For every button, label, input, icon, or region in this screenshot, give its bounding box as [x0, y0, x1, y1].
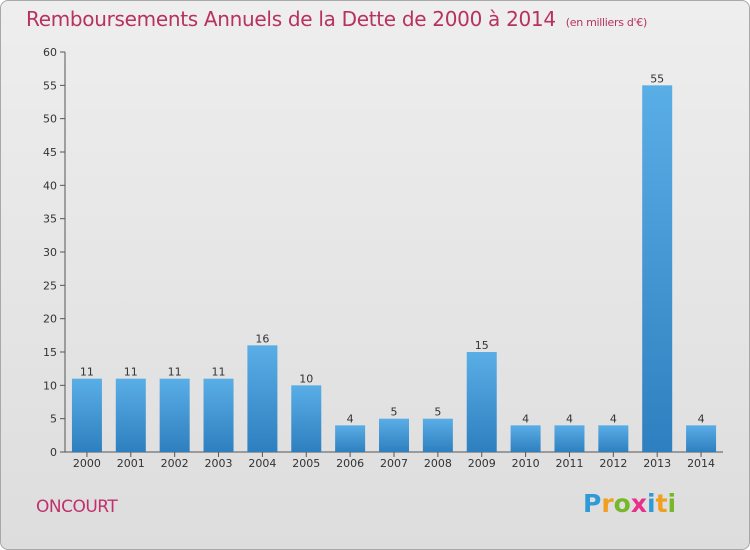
x-tick-label: 2006	[336, 457, 364, 470]
place-name: ONCOURT	[36, 497, 118, 517]
bar	[203, 378, 234, 452]
bar-value-label: 4	[610, 412, 617, 425]
logo-letter: i	[667, 489, 677, 518]
x-tick-label: 2012	[599, 457, 627, 470]
x-tick-label: 2009	[468, 457, 496, 470]
y-tick-label: 30	[43, 246, 57, 259]
x-tick-label: 2010	[512, 457, 540, 470]
bar	[598, 425, 629, 452]
logo-letter: i	[647, 489, 656, 518]
bar	[466, 352, 497, 452]
bar	[510, 425, 541, 452]
bar-value-label: 11	[212, 366, 226, 379]
bar-value-label: 55	[650, 72, 664, 85]
x-tick-label: 2000	[73, 457, 101, 470]
y-tick-label: 5	[50, 413, 57, 426]
bar	[422, 418, 453, 452]
y-tick-label: 15	[43, 346, 57, 359]
y-tick-label: 55	[43, 79, 57, 92]
bar	[115, 378, 146, 452]
y-tick-label: 10	[43, 379, 57, 392]
bar-value-label: 4	[522, 412, 529, 425]
logo-letter: o	[613, 489, 631, 518]
x-tick-label: 2001	[117, 457, 145, 470]
x-tick-label: 2002	[161, 457, 189, 470]
x-tick-label: 2007	[380, 457, 408, 470]
y-tick-label: 60	[43, 46, 57, 59]
bar	[71, 378, 102, 452]
bar-value-label: 5	[434, 406, 441, 419]
bar-value-label: 4	[347, 412, 354, 425]
x-tick-label: 2008	[424, 457, 452, 470]
title-text: Remboursements Annuels de la Dette de 20…	[26, 7, 556, 31]
bar-value-label: 11	[80, 366, 94, 379]
bar-value-label: 11	[124, 366, 138, 379]
x-tick-label: 2005	[292, 457, 320, 470]
x-tick-label: 2011	[555, 457, 583, 470]
logo-letter: r	[601, 489, 614, 518]
y-tick-label: 0	[50, 446, 57, 459]
bar-value-label: 16	[255, 332, 269, 345]
y-tick-label: 35	[43, 213, 57, 226]
bar	[291, 385, 322, 452]
x-tick-label: 2013	[643, 457, 671, 470]
x-tick-label: 2004	[248, 457, 276, 470]
y-tick-label: 50	[43, 113, 57, 126]
x-tick-label: 2014	[687, 457, 715, 470]
bar-value-label: 4	[566, 412, 573, 425]
y-tick-label: 40	[43, 179, 57, 192]
bar	[379, 418, 409, 452]
proxiti-logo: Proxiti	[583, 489, 676, 518]
bar-value-label: 15	[475, 339, 489, 352]
bar-value-label: 5	[391, 406, 398, 419]
bar-value-label: 11	[168, 366, 182, 379]
bar-value-label: 10	[299, 372, 313, 385]
bar	[247, 345, 278, 452]
y-tick-label: 20	[43, 313, 57, 326]
logo-letter: t	[655, 489, 668, 518]
title-unit: (en milliers d'€)	[565, 16, 647, 29]
bar	[335, 425, 366, 452]
bar	[642, 85, 673, 452]
bar-value-label: 4	[698, 412, 705, 425]
chart-title: Remboursements Annuels de la Dette de 20…	[26, 7, 647, 31]
bar	[159, 378, 190, 452]
bar	[686, 425, 717, 452]
logo-letter: P	[583, 489, 602, 518]
y-tick-label: 25	[43, 279, 57, 292]
bar	[554, 425, 585, 452]
y-tick-label: 45	[43, 146, 57, 159]
x-tick-label: 2003	[205, 457, 233, 470]
logo-letter: x	[630, 489, 647, 518]
